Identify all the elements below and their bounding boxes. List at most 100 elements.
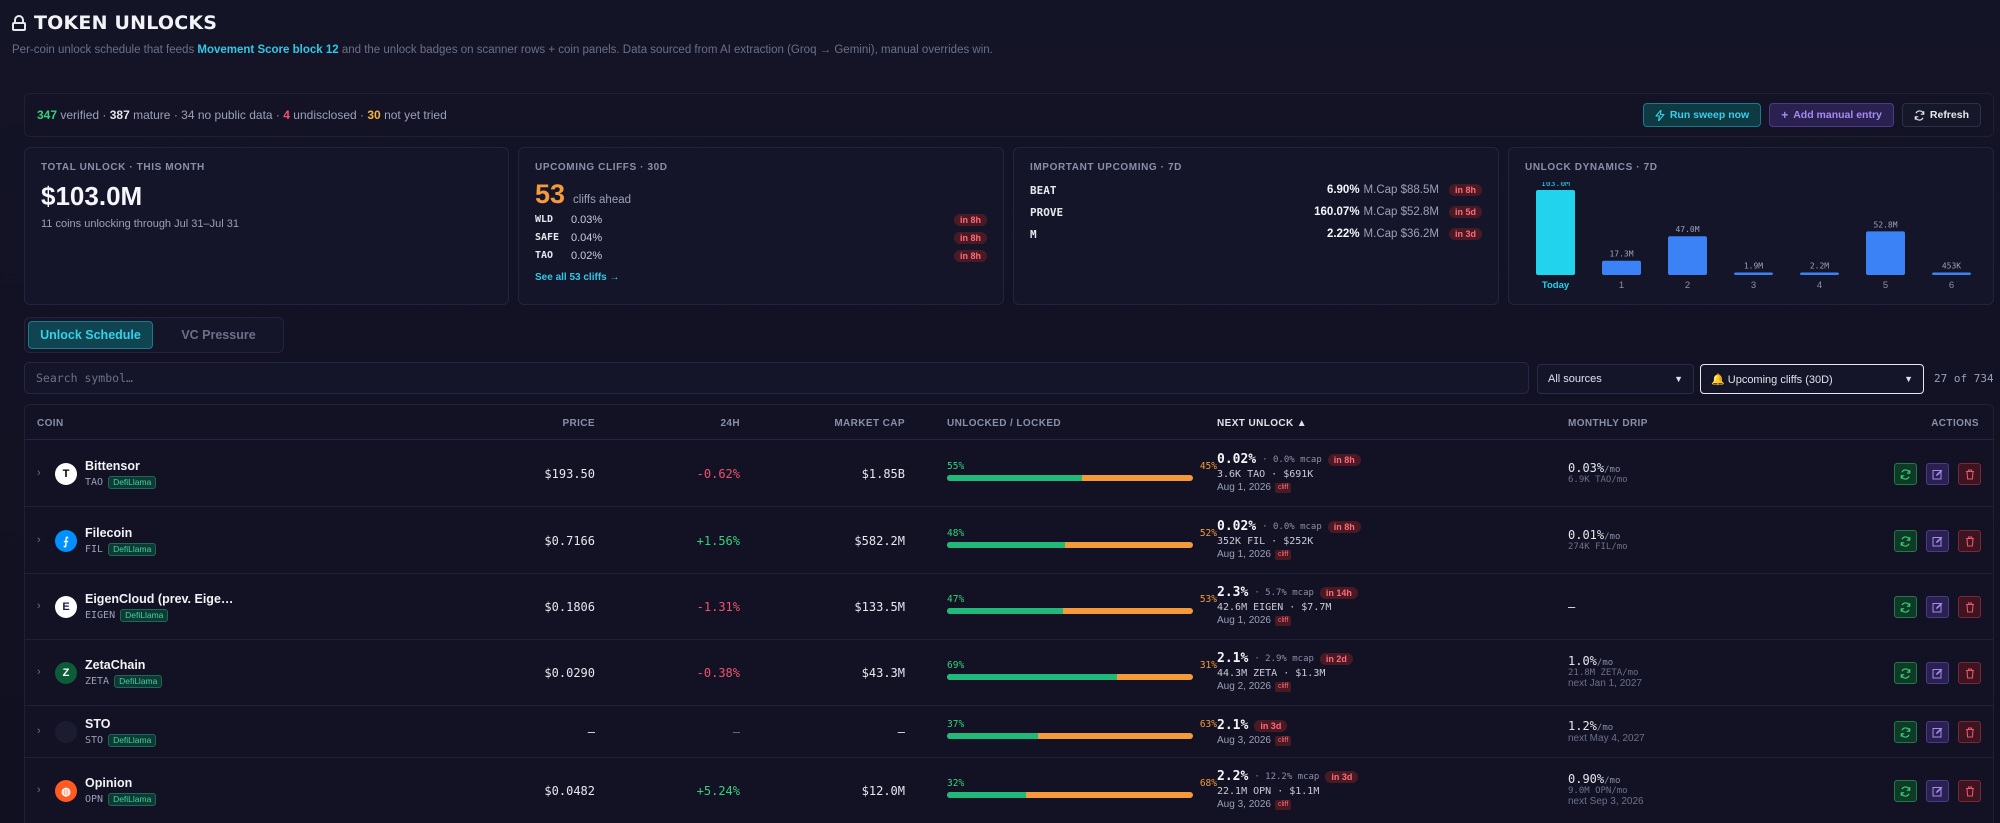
expand-row-chevron-icon[interactable]: › [37, 467, 41, 479]
dynamics-bar [1602, 260, 1641, 275]
resync-button[interactable] [1894, 530, 1917, 552]
expand-row-chevron-icon[interactable]: › [37, 600, 41, 612]
dynamics-day-label: 3 [1751, 280, 1756, 291]
coin-name[interactable]: Filecoin [85, 526, 133, 540]
important-item[interactable]: PROVE 160.07% M.Cap $52.8M in 5d [1030, 201, 1482, 223]
resync-button[interactable] [1894, 596, 1917, 618]
time-badge: in 2d [1319, 652, 1353, 665]
refresh-button[interactable]: Refresh [1901, 103, 1981, 127]
total-unlock-value: $103.0M [41, 181, 143, 211]
coin-name[interactable]: ZetaChain [85, 658, 146, 672]
important-item[interactable]: BEAT 6.90% M.Cap $88.5M in 8h [1030, 179, 1482, 201]
col-coin[interactable]: COIN [37, 418, 64, 429]
time-badge: in 14h [1319, 586, 1358, 599]
unlocked-fill [947, 608, 1063, 614]
source-badge: DefiLlama [108, 543, 157, 556]
dynamics-bar-value-label: 52.8M [1873, 220, 1897, 229]
tab-unlock-schedule[interactable]: Unlock Schedule [28, 321, 153, 349]
source-badge: DefiLlama [120, 609, 169, 622]
change-24h-value: -0.38% [696, 666, 740, 680]
cliff-item[interactable]: TAO 0.02% in 8h [535, 247, 987, 264]
search-input[interactable] [24, 362, 1529, 394]
run-sweep-button[interactable]: Run sweep now [1642, 103, 1762, 127]
table-row[interactable]: › E EigenCloud (prev. Eige… EIGEN DefiLl… [25, 574, 1993, 640]
bolt-icon [1655, 109, 1665, 121]
edit-button[interactable] [1926, 780, 1949, 802]
see-all-cliffs-link[interactable]: See all 53 cliffs → [535, 272, 620, 283]
edit-icon [1932, 602, 1943, 612]
unlocked-fill [947, 475, 1083, 481]
col-market-cap[interactable]: MARKET CAP [834, 418, 905, 429]
table-row[interactable]: › Z ZetaChain ZETA DefiLlama $0.0290 -0.… [25, 640, 1993, 706]
edit-button[interactable] [1926, 530, 1949, 552]
add-manual-entry-button[interactable]: + Add manual entry [1769, 103, 1894, 127]
source-select[interactable]: All sources ▼ [1537, 364, 1694, 394]
unlocked-pct-label: 47% [947, 594, 965, 605]
expand-row-chevron-icon[interactable]: › [37, 534, 41, 546]
delete-button[interactable] [1958, 596, 1981, 618]
col-24h[interactable]: 24H [720, 418, 740, 429]
price-value: — [587, 725, 595, 739]
cliff-filter-select[interactable]: 🔔 Upcoming cliffs (30D) ▼ [1700, 364, 1924, 394]
resync-button[interactable] [1894, 463, 1917, 485]
edit-button[interactable] [1926, 721, 1949, 743]
coin-name[interactable]: STO [85, 717, 111, 731]
result-count: 27 of 734 [1934, 372, 1994, 385]
expand-row-chevron-icon[interactable]: › [37, 784, 41, 796]
dynamics-bar [1668, 236, 1707, 275]
resync-button[interactable] [1894, 780, 1917, 802]
delete-button[interactable] [1958, 780, 1981, 802]
refresh-icon [1900, 601, 1911, 613]
cliff-item[interactable]: SAFE 0.04% in 8h [535, 229, 987, 246]
table-row[interactable]: › ⨍ Filecoin FIL DefiLlama $0.7166 +1.56… [25, 507, 1993, 574]
col-unlocked-locked[interactable]: UNLOCKED / LOCKED [947, 418, 1062, 429]
col-next-unlock[interactable]: NEXT UNLOCK ▲ [1217, 418, 1308, 429]
edit-button[interactable] [1926, 662, 1949, 684]
expand-row-chevron-icon[interactable]: › [37, 725, 41, 737]
coin-symbol: ZETA [85, 676, 110, 687]
delete-button[interactable] [1958, 463, 1981, 485]
market-cap-value: $1.85B [861, 467, 905, 481]
delete-button[interactable] [1958, 662, 1981, 684]
trash-icon [1965, 726, 1974, 738]
next-unlock-pct: 2.1% [1217, 718, 1249, 733]
tab-vc-pressure[interactable]: VC Pressure [181, 328, 256, 342]
col-monthly-drip[interactable]: MONTHLY DRIP [1568, 418, 1648, 429]
cliff-item[interactable]: WLD 0.03% in 8h [535, 211, 987, 228]
locked-pct-label: 53% [1199, 594, 1217, 605]
next-unlock-amount: 3.6K TAO · $691K [1217, 469, 1314, 480]
next-unlock-date: Aug 1, 2026 [1217, 482, 1271, 493]
dynamics-bar [1866, 231, 1905, 275]
resync-button[interactable] [1894, 662, 1917, 684]
edit-icon [1932, 536, 1943, 546]
source-badge: DefiLlama [108, 734, 157, 747]
dynamics-bar-value-label: 453K [1942, 262, 1961, 271]
table-row[interactable]: › ◍ Opinion OPN DefiLlama $0.0482 +5.24%… [25, 758, 1993, 823]
resync-button[interactable] [1894, 721, 1917, 743]
dynamics-bar-value-label: 103.0M [1541, 182, 1570, 188]
time-badge: in 8h [1448, 184, 1482, 196]
coin-symbol: EIGEN [85, 610, 116, 621]
coin-symbol: STO [85, 735, 104, 746]
coin-name[interactable]: EigenCloud (prev. Eige… [85, 592, 234, 606]
next-unlock-mcap-pct: · 12.2% mcap [1254, 771, 1320, 782]
edit-button[interactable] [1926, 596, 1949, 618]
table-row[interactable]: › T Bittensor TAO DefiLlama $193.50 -0.6… [25, 441, 1993, 507]
dynamics-day-label: 1 [1619, 280, 1624, 291]
col-price[interactable]: PRICE [562, 418, 595, 429]
delete-button[interactable] [1958, 721, 1981, 743]
movement-score-link[interactable]: Movement Score block 12 [197, 44, 339, 56]
chevron-down-icon: ▼ [1904, 374, 1913, 384]
important-item[interactable]: M 2.22% M.Cap $36.2M in 3d [1030, 223, 1482, 245]
dynamics-bar-value-label: 2.2M [1810, 262, 1829, 271]
expand-row-chevron-icon[interactable]: › [37, 666, 41, 678]
monthly-drip-value: — [1568, 600, 1576, 614]
edit-button[interactable] [1926, 463, 1949, 485]
delete-button[interactable] [1958, 530, 1981, 552]
time-badge: in 8h [1327, 453, 1361, 466]
unlock-dynamics-card: UNLOCK DYNAMICS · 7D 103.0M Today 17.3M 1 47… [1508, 147, 1994, 305]
coin-name[interactable]: Opinion [85, 776, 133, 790]
table-row[interactable]: › STO STO DefiLlama — — — 37% 63% 2.1% i… [25, 706, 1993, 758]
cliffs-count-label: cliffs ahead [573, 194, 632, 206]
coin-name[interactable]: Bittensor [85, 459, 140, 473]
